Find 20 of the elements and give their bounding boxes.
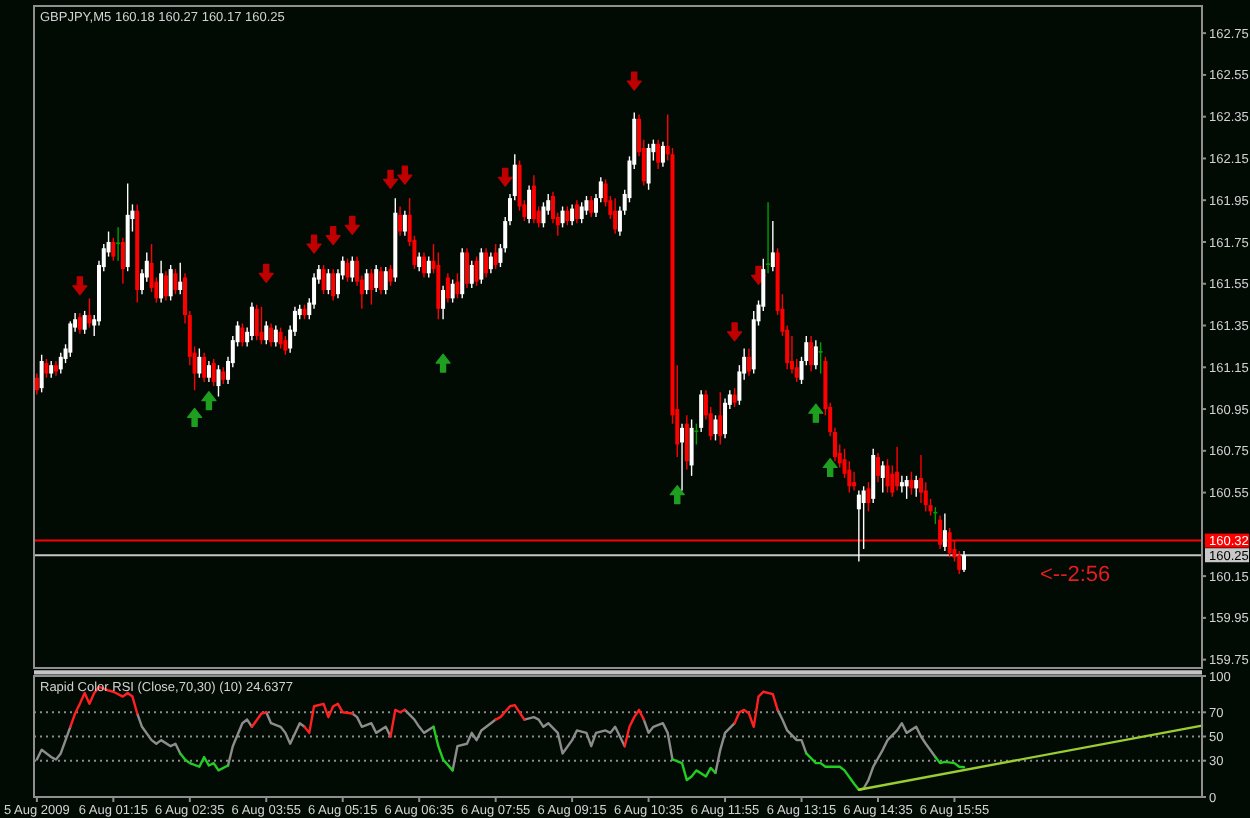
candlestick — [694, 422, 699, 446]
point — [186, 407, 203, 427]
point — [669, 485, 685, 505]
point — [626, 71, 642, 91]
annotation: <--2:56 — [1040, 563, 1111, 588]
point — [72, 276, 88, 296]
point — [344, 215, 360, 235]
point — [808, 403, 824, 423]
point — [497, 167, 513, 187]
point — [306, 234, 322, 254]
point — [435, 353, 451, 373]
point — [382, 169, 399, 189]
point — [258, 263, 274, 283]
point — [727, 322, 743, 342]
point — [201, 391, 217, 411]
point — [822, 457, 838, 478]
candlestick — [345, 257, 350, 283]
candlestick — [818, 341, 823, 375]
point — [325, 226, 341, 246]
point — [397, 165, 413, 185]
